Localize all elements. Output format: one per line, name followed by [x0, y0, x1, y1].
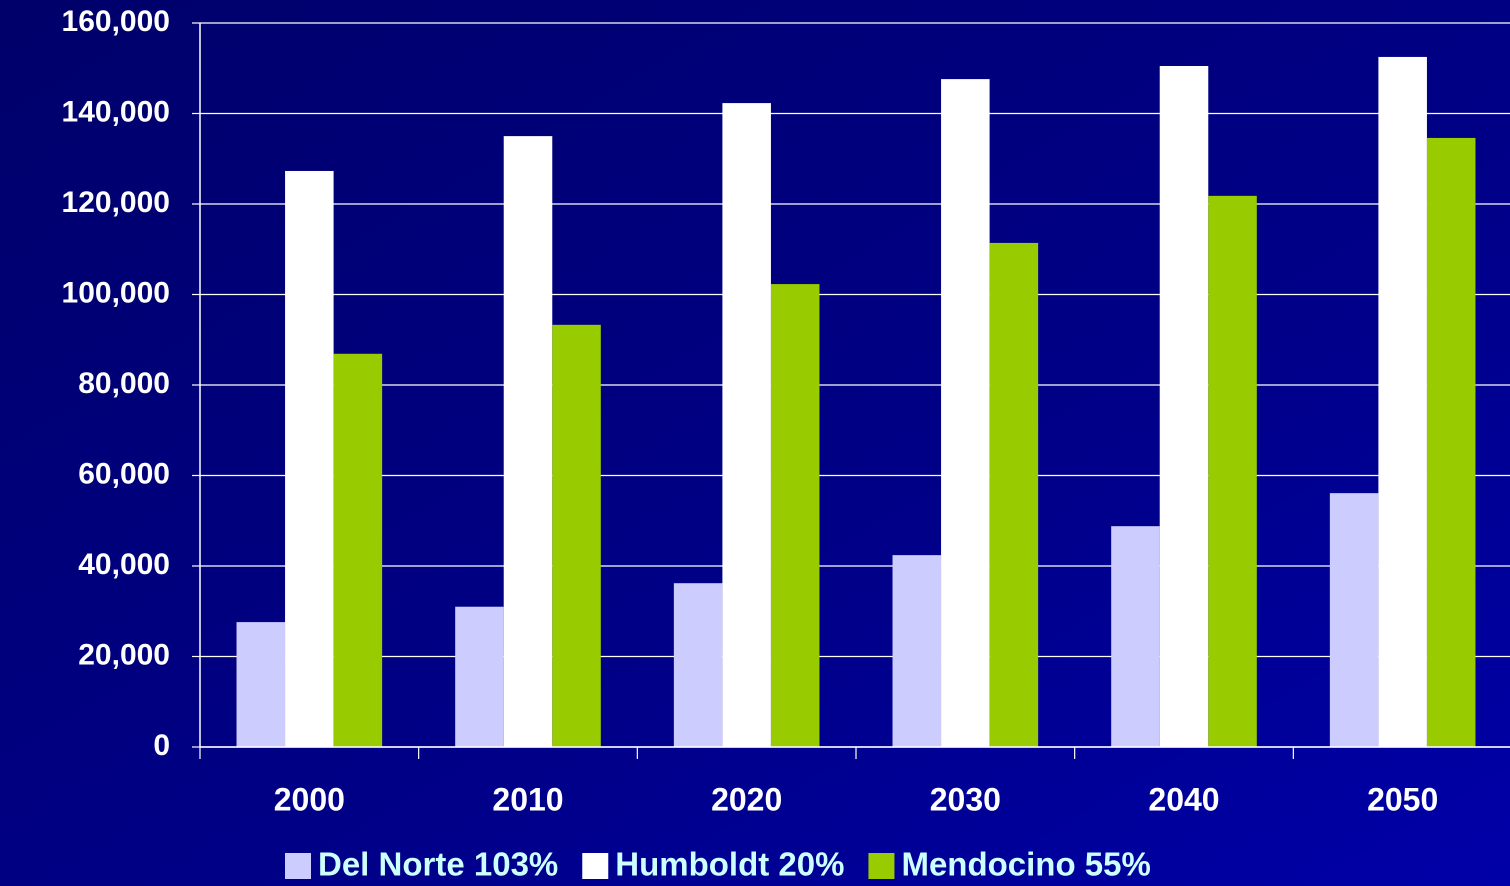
y-tick-label: 20,000: [78, 638, 170, 671]
bar: [941, 79, 990, 748]
bar: [892, 555, 942, 747]
x-tick-label: 2010: [492, 781, 563, 817]
legend-swatch: [582, 853, 609, 879]
bar: [333, 353, 383, 747]
bar: [673, 583, 723, 747]
bar: [503, 136, 553, 747]
x-tick-label: 2030: [930, 781, 1001, 817]
bar: [1426, 137, 1476, 747]
y-tick-label: 120,000: [62, 186, 170, 219]
bar: [1159, 65, 1209, 748]
y-tick-label: 160,000: [62, 5, 170, 38]
x-tick-label: 2040: [1148, 781, 1219, 817]
y-tick-label: 40,000: [78, 548, 170, 581]
x-tick-label: 2020: [711, 781, 782, 817]
legend-label: Mendocino 55%: [901, 846, 1150, 883]
legend-swatch: [285, 853, 311, 879]
bar: [552, 324, 601, 747]
bar: [1111, 526, 1160, 747]
y-tick-label: 140,000: [62, 95, 170, 128]
bar: [285, 170, 334, 747]
x-tick-label: 2000: [274, 781, 345, 817]
bar: [722, 103, 771, 747]
legend-label: Humboldt 20%: [615, 846, 844, 883]
bar: [1208, 195, 1257, 748]
bar: [1329, 493, 1379, 747]
bar: [770, 284, 820, 747]
bar: [236, 622, 286, 747]
x-tick-label: 2050: [1367, 781, 1438, 817]
legend-label: Del Norte 103%: [318, 846, 558, 883]
bar: [1378, 56, 1427, 747]
bar: [989, 242, 1039, 748]
y-tick-label: 80,000: [78, 367, 170, 400]
y-tick-label: 0: [153, 729, 170, 762]
legend-swatch: [868, 853, 895, 879]
y-tick-label: 60,000: [78, 457, 170, 490]
bar: [455, 606, 504, 747]
y-tick-label: 100,000: [62, 276, 170, 309]
